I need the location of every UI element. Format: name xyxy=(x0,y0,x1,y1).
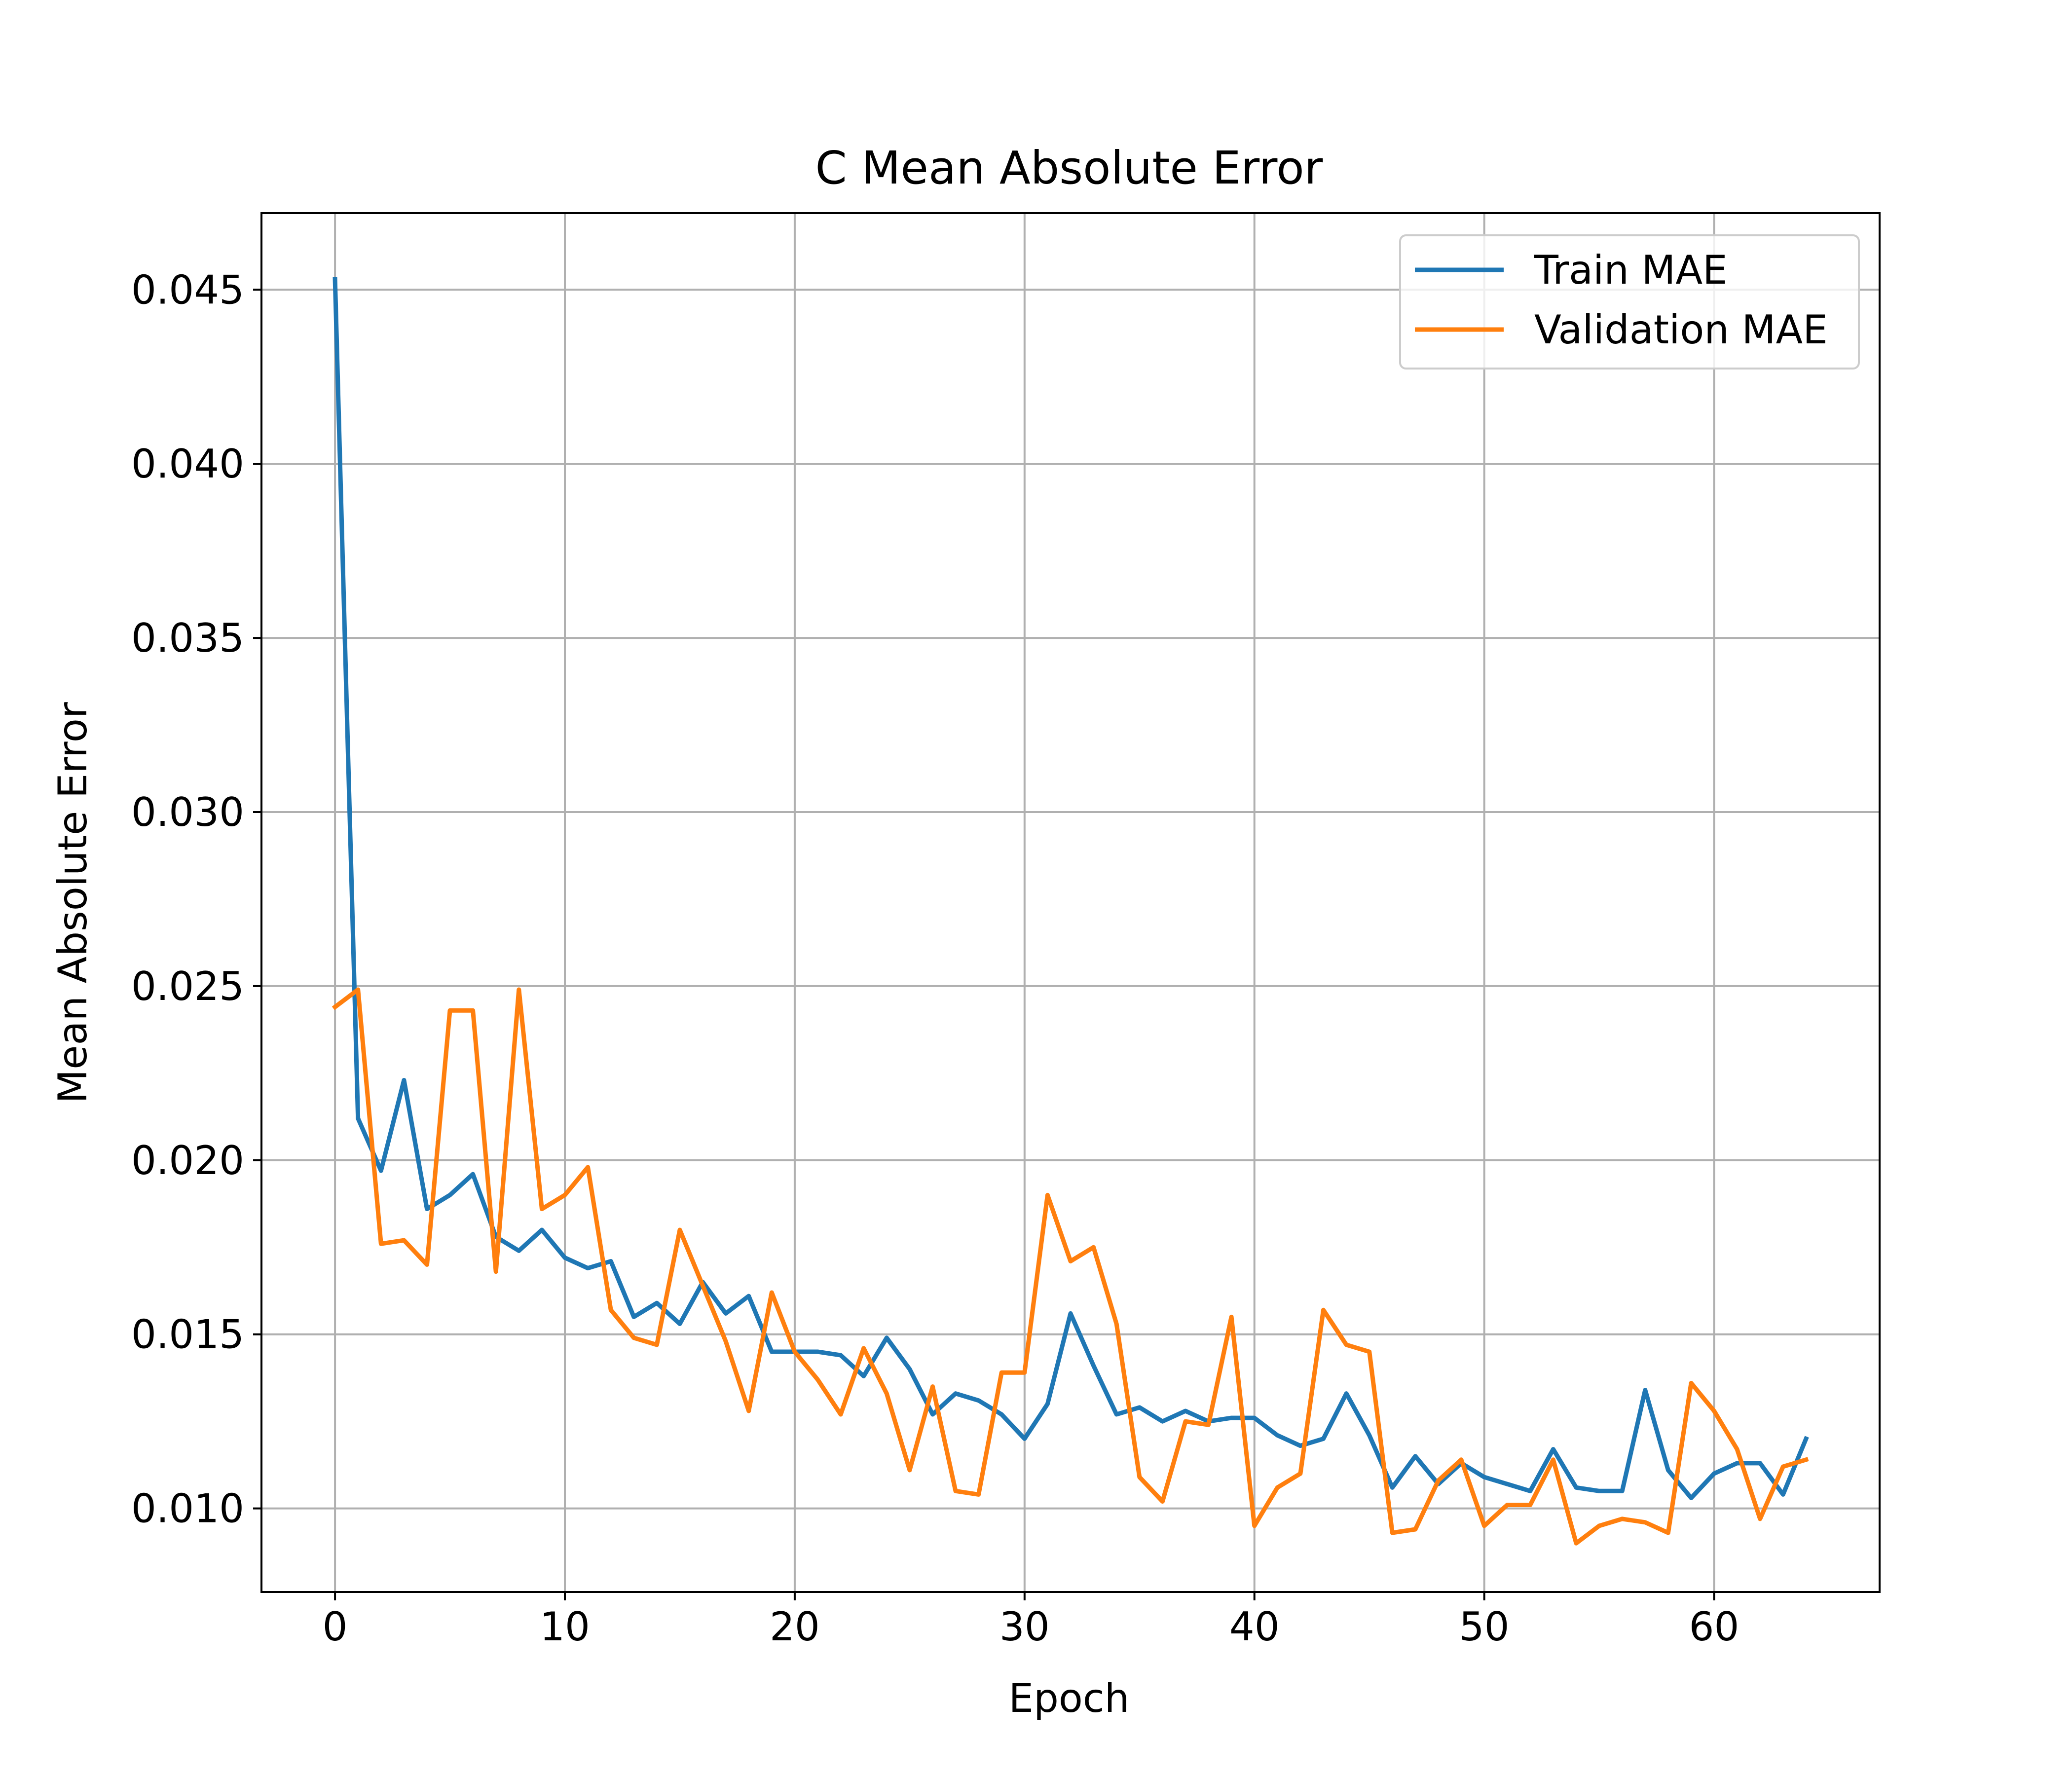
y-tick-label: 0.025 xyxy=(131,963,244,1009)
legend-label-train: Train MAE xyxy=(1534,247,1728,293)
x-tick-label: 0 xyxy=(323,1604,348,1650)
x-tick-label: 60 xyxy=(1689,1604,1739,1650)
x-tick-label: 10 xyxy=(540,1604,590,1650)
y-tick-label: 0.030 xyxy=(131,789,244,835)
x-tick-label: 20 xyxy=(770,1604,820,1650)
y-axis-label: Mean Absolute Error xyxy=(50,702,96,1104)
y-tick-label: 0.015 xyxy=(131,1312,244,1358)
y-tick-label: 0.020 xyxy=(131,1138,244,1184)
x-tick-label: 50 xyxy=(1459,1604,1510,1650)
axis-ticks: 0 10 20 30 40 50 60 0.010 0.015 0.020 0.025 0.030 0.… xyxy=(131,267,1739,1650)
plot-frame xyxy=(260,212,1881,1593)
x-tick-label: 40 xyxy=(1229,1604,1280,1650)
chart-title: C Mean Absolute Error xyxy=(815,142,1323,194)
plot-area xyxy=(261,213,1880,1592)
grid-lines xyxy=(261,213,1880,1592)
x-axis-label: Epoch xyxy=(1009,1675,1130,1721)
y-tick-label: 0.010 xyxy=(131,1486,244,1532)
series-layer xyxy=(332,277,1809,1546)
series-line-validation-mae xyxy=(332,987,1809,1546)
x-tick-label: 30 xyxy=(999,1604,1050,1650)
legend-box xyxy=(1399,234,1860,370)
y-tick-label: 0.035 xyxy=(131,615,244,661)
legend-label-validation: Validation MAE xyxy=(1534,307,1828,353)
y-tick-label: 0.045 xyxy=(131,267,244,313)
legend: Train MAE Validation MAE xyxy=(1399,234,1860,370)
series-line-train-mae xyxy=(333,277,1809,1500)
y-tick-label: 0.040 xyxy=(131,441,244,487)
